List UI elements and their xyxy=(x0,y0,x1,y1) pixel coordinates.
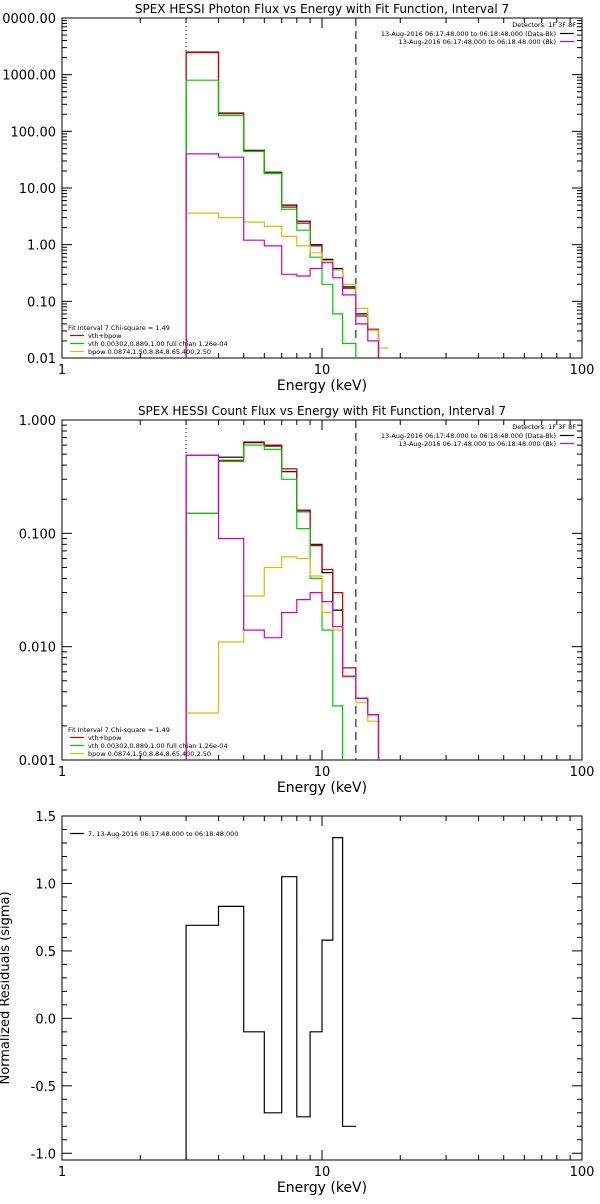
histogram-series xyxy=(185,442,380,760)
histogram-series xyxy=(185,444,344,760)
legend-entry-label: vth+bpow xyxy=(88,332,122,340)
x-tick-label: 100 xyxy=(570,765,595,780)
x-axis-label: Energy (keV) xyxy=(277,1180,367,1196)
y-tick-label: 0.5 xyxy=(35,945,56,960)
histogram-series xyxy=(185,52,380,358)
y-tick-label: -0.5 xyxy=(31,1080,56,1095)
x-tick-label: 10 xyxy=(314,765,331,780)
legend-fit-header: Fit Interval 7 Chi-square = 1.49 xyxy=(68,324,170,332)
y-tick-label: 0000.00 xyxy=(2,12,56,27)
x-tick-label: 1 xyxy=(58,363,66,378)
y-tick-label: 0.010 xyxy=(19,641,56,656)
y-tick-label: 1.0 xyxy=(35,877,56,892)
legend-entry-label: bpow 0.0874,1.50,8.84,8.65,400,2.50 xyxy=(88,750,211,758)
y-tick-label: 1000.00 xyxy=(2,69,56,84)
legend-detectors: Detectors: 1F 3F 8F xyxy=(512,21,576,29)
x-tick-label: 100 xyxy=(570,363,595,378)
y-tick-label: -1.0 xyxy=(31,1147,56,1162)
x-tick-label: 1 xyxy=(58,765,66,780)
histogram-series xyxy=(185,153,380,358)
histogram-series xyxy=(185,79,357,358)
y-tick-label: 0.0 xyxy=(35,1012,56,1027)
legend-entry-label: 7, 13-Aug-2016 06:17:48.000 to 06:18:48.… xyxy=(88,830,238,838)
legend-entry-label: vth+bpow xyxy=(88,734,122,742)
legend-entry-label: vth 0.00302,0.889,1.00 full chian 1.26e-… xyxy=(88,340,228,348)
y-tick-label: 1.5 xyxy=(35,810,56,825)
y-axis-label: Normalized Residuals (sigma) xyxy=(0,891,13,1084)
legend-entry-label: vth 0.00302,0.889,1.00 full chian 1.26e-… xyxy=(88,742,228,750)
y-tick-label: 0.01 xyxy=(27,352,56,367)
legend-entry-label: 13-Aug-2016 06:17:48.000 to 06:18:48.000… xyxy=(381,432,556,440)
legend-entry-label: bpow 0.0874,1.50,8.84,8.65,400,2.50 xyxy=(88,348,211,356)
y-tick-label: 0.100 xyxy=(19,527,56,542)
x-tick-label: 10 xyxy=(314,1165,331,1180)
histogram-series xyxy=(185,51,380,358)
y-tick-label: 100.00 xyxy=(11,125,57,140)
x-tick-label: 1 xyxy=(58,1165,66,1180)
x-tick-label: 100 xyxy=(570,1165,595,1180)
legend-entry-label: 13-Aug-2016 06:17:48.000 to 06:18:48.000… xyxy=(399,440,556,448)
y-tick-label: 0.001 xyxy=(19,754,56,769)
axes-frame xyxy=(61,17,583,359)
histogram-series xyxy=(185,441,380,760)
x-axis-label: Energy (keV) xyxy=(277,378,367,394)
legend-entry-label: 13-Aug-2016 06:17:48.000 to 06:18:48.000… xyxy=(399,38,556,46)
legend-fit-header: Fit Interval 7 Chi-square = 1.49 xyxy=(68,726,170,734)
histogram-series xyxy=(185,556,380,760)
histogram-series xyxy=(185,454,380,760)
chart-title: SPEX HESSI Photon Flux vs Energy with Fi… xyxy=(135,2,509,16)
x-axis-label: Energy (keV) xyxy=(277,780,367,796)
y-tick-label: 10.00 xyxy=(19,182,56,197)
chart-title: SPEX HESSI Count Flux vs Energy with Fit… xyxy=(138,404,506,418)
x-tick-label: 10 xyxy=(314,363,331,378)
histogram-series xyxy=(185,212,389,358)
y-tick-label: 0.10 xyxy=(27,295,56,310)
y-tick-label: 1.000 xyxy=(19,414,56,429)
legend-entry-label: 13-Aug-2016 06:17:48.000 to 06:18:48.000… xyxy=(381,30,556,38)
y-tick-label: 1.00 xyxy=(27,239,56,254)
histogram-series xyxy=(185,837,356,1160)
legend-detectors: Detectors: 1F 3F 8F xyxy=(512,423,576,431)
